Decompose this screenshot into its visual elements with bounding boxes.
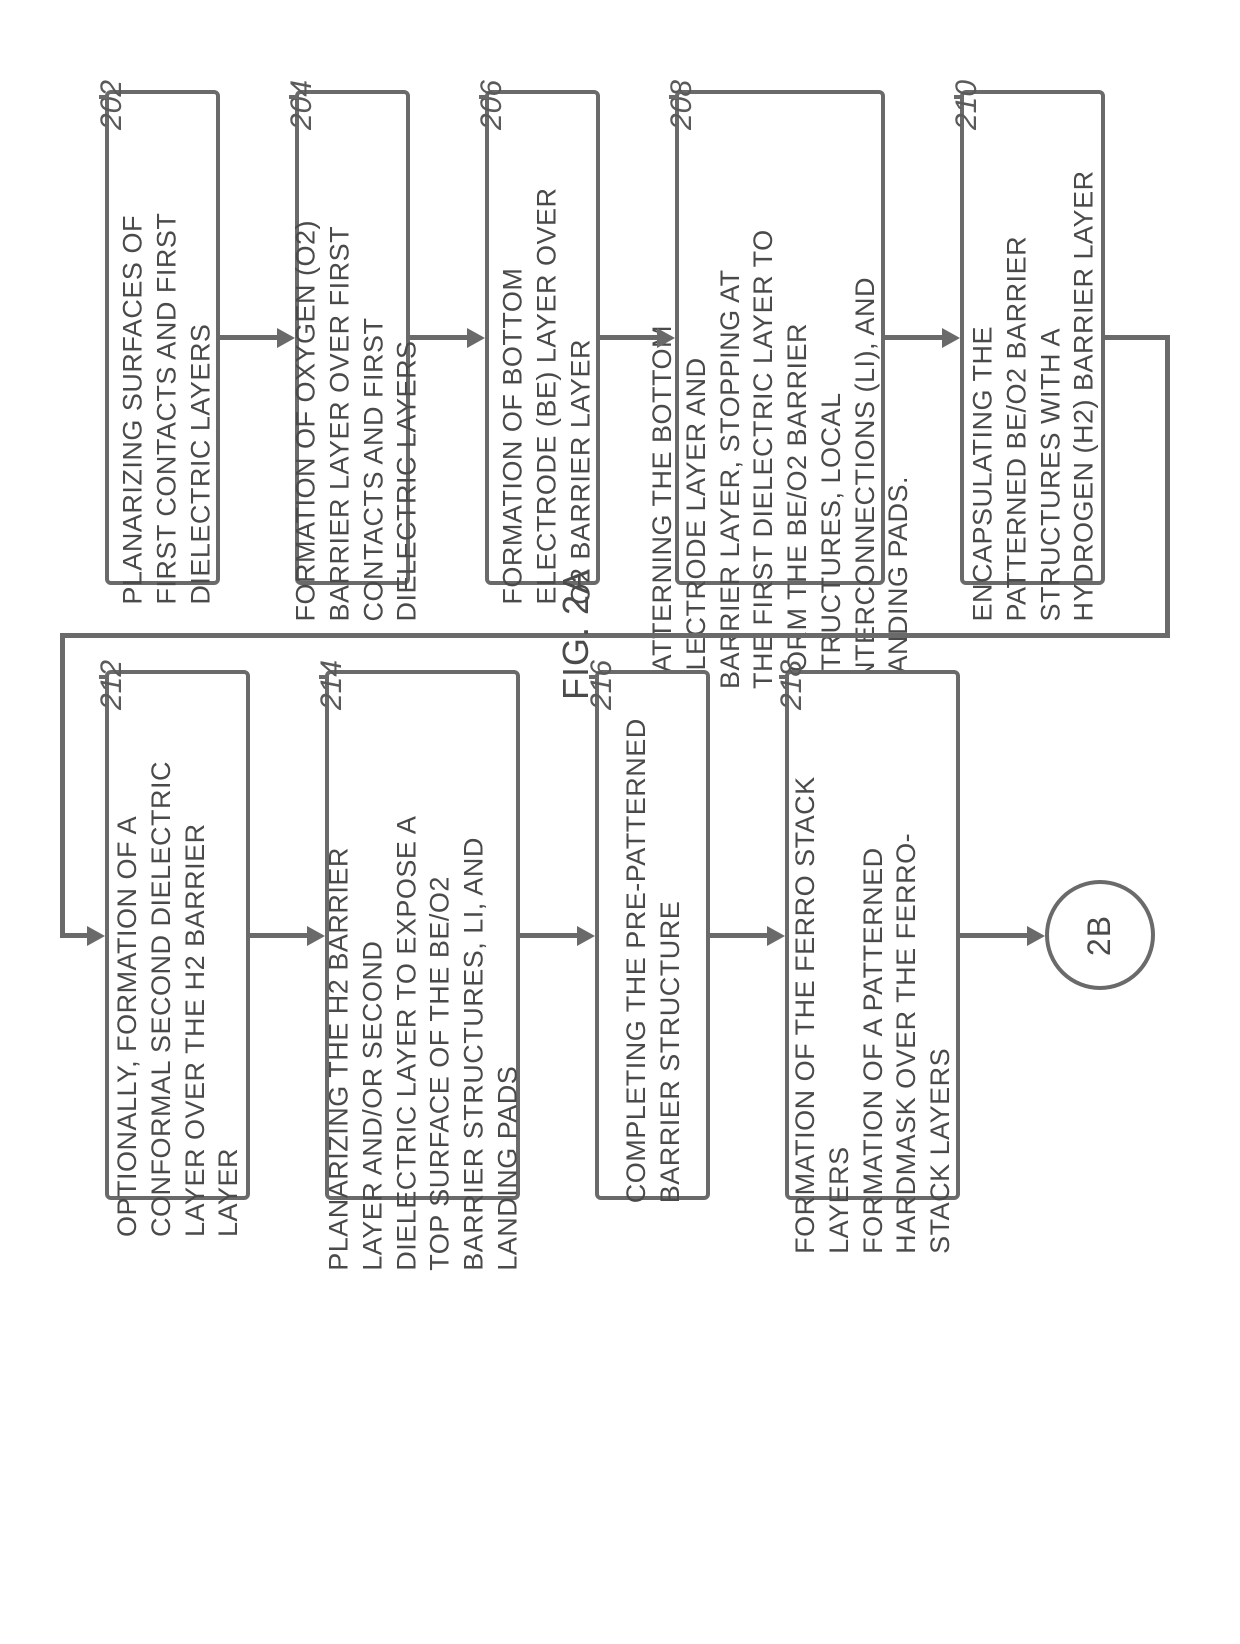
step-208-box: PATTERNING THE BOTTOM ELECTRODE LAYER AN… (675, 90, 885, 585)
step-212-tick (99, 675, 109, 679)
step-214-label: 214 (315, 660, 349, 710)
step-210-text: ENCAPSULATING THE PATTERNED BE/O2 BARRIE… (967, 162, 1102, 622)
arrow-208-210-head (942, 328, 960, 348)
step-214-tick (319, 675, 329, 679)
arrow-214-216-head (577, 926, 595, 946)
step-204-tick (289, 95, 299, 99)
step-206-box: FORMATION OF BOTTOM ELECTRODE (BE) LAYER… (485, 90, 600, 585)
step-216-box: COMPLETING THE PRE-PATTERNED BARRIER STR… (595, 670, 710, 1200)
conn-210-seg1 (1105, 335, 1170, 340)
arrow-204-206-head (467, 328, 485, 348)
step-210-tick (954, 95, 964, 99)
conn-210-seg4 (60, 633, 65, 938)
figure-label: FIG. 2A (555, 569, 597, 700)
step-208-text: PATTERNING THE BOTTOM ELECTRODE LAYER AN… (646, 229, 916, 689)
step-202-label: 202 (95, 80, 129, 130)
arrow-216-218 (710, 933, 767, 938)
step-202-text: PLANARIZING SURFACES OF FIRST CONTACTS A… (116, 145, 217, 605)
arrow-204-206 (410, 335, 467, 340)
arrow-212-214-head (307, 926, 325, 946)
step-208-tick (669, 95, 679, 99)
step-218-tick (779, 675, 789, 679)
step-218-text: FORMATION OF THE FERRO STACK LAYERS FORM… (789, 759, 958, 1254)
step-214-text: PLANARIZING THE H2 BARRIER LAYER AND/OR … (322, 776, 525, 1271)
step-206-label: 206 (475, 80, 509, 130)
step-202-box: PLANARIZING SURFACES OF FIRST CONTACTS A… (105, 90, 220, 585)
conn-210-head (87, 926, 105, 946)
step-208-label: 208 (665, 80, 699, 130)
conn-210-seg3 (60, 633, 1170, 638)
conn-210-seg2 (1165, 335, 1170, 638)
arrow-208-210 (885, 335, 942, 340)
arrow-206-208-head (657, 328, 675, 348)
step-202-tick (99, 95, 109, 99)
step-216-text: COMPLETING THE PRE-PATTERNED BARRIER STR… (620, 708, 688, 1203)
connector-2b-circle: 2B (1045, 880, 1155, 990)
arrow-202-204-head (277, 328, 295, 348)
arrow-218-2b-head (1027, 926, 1045, 946)
step-214-box: PLANARIZING THE H2 BARRIER LAYER AND/OR … (325, 670, 520, 1200)
arrow-214-216 (520, 933, 577, 938)
step-212-box: OPTIONALLY, FORMATION OF A CONFORMAL SEC… (105, 670, 250, 1200)
step-218-label: 218 (775, 660, 809, 710)
arrow-206-208 (600, 335, 657, 340)
step-204-text: FORMATION OF OXYGEN (O2) BARRIER LAYER O… (290, 162, 425, 622)
step-212-text: OPTIONALLY, FORMATION OF A CONFORMAL SEC… (111, 742, 246, 1237)
step-210-label: 210 (950, 80, 984, 130)
connector-2b-label: 2B (1081, 914, 1118, 955)
arrow-212-214 (250, 933, 307, 938)
step-206-text: FORMATION OF BOTTOM ELECTRODE (BE) LAYER… (496, 145, 597, 605)
arrow-202-204 (220, 335, 277, 340)
step-212-label: 212 (95, 660, 129, 710)
arrow-216-218-head (767, 926, 785, 946)
conn-210-seg5 (60, 933, 87, 938)
step-206-tick (479, 95, 489, 99)
step-210-box: ENCAPSULATING THE PATTERNED BE/O2 BARRIE… (960, 90, 1105, 585)
arrow-218-2b (960, 933, 1027, 938)
step-218-box: FORMATION OF THE FERRO STACK LAYERS FORM… (785, 670, 960, 1200)
step-204-box: FORMATION OF OXYGEN (O2) BARRIER LAYER O… (295, 90, 410, 585)
step-204-label: 204 (285, 80, 319, 130)
